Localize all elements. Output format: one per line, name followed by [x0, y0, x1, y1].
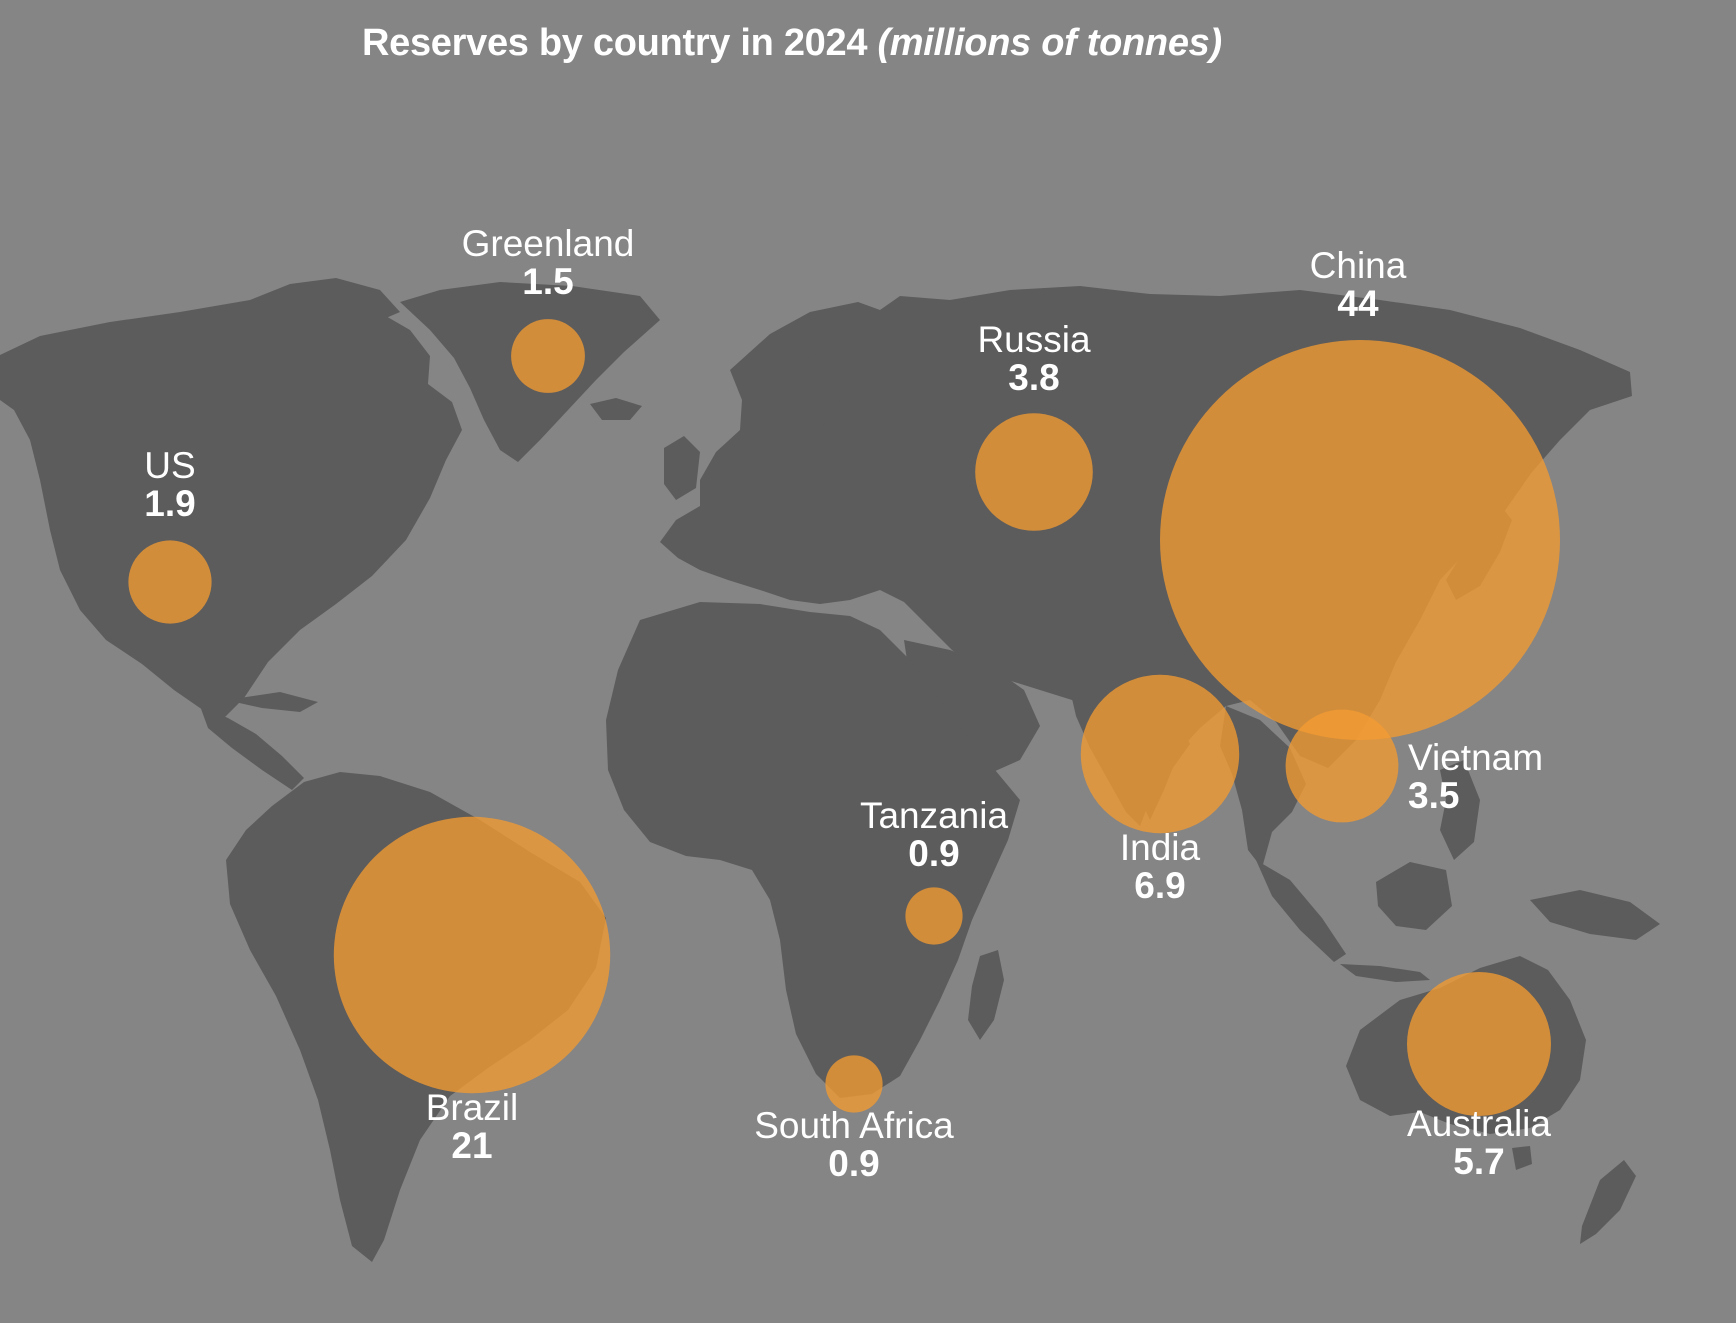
land-sumatra — [1256, 860, 1346, 962]
chart-title-main: Reserves by country in 2024 — [362, 22, 868, 64]
label-country-tanzania: Tanzania — [860, 795, 1009, 836]
label-value-australia: 5.7 — [1453, 1141, 1504, 1182]
land-great-britain — [664, 436, 700, 500]
land-madagascar — [968, 950, 1004, 1040]
bubble-australia — [1407, 972, 1551, 1116]
land-caribbean — [226, 692, 318, 712]
land-indochina — [1220, 706, 1306, 868]
land-africa — [606, 602, 1020, 1098]
bubble-tanzania — [905, 887, 963, 945]
bubble-brazil — [333, 816, 611, 1094]
bubble-china — [1160, 340, 1560, 740]
land-arctic-islands — [250, 278, 400, 324]
land-arabia — [904, 640, 1040, 776]
label-value-vietnam: 3.5 — [1408, 775, 1459, 816]
label-value-tanzania: 0.9 — [908, 833, 959, 874]
label-value-russia: 3.8 — [1008, 357, 1059, 398]
land-iceland — [590, 398, 642, 420]
label-country-south-africa: South Africa — [754, 1105, 954, 1146]
land-new-zealand — [1580, 1160, 1636, 1244]
bubble-us — [128, 540, 212, 624]
land-java — [1340, 964, 1430, 982]
label-value-south-africa: 0.9 — [828, 1143, 879, 1184]
label-value-china: 44 — [1337, 283, 1379, 324]
label-value-greenland: 1.5 — [522, 261, 573, 302]
chart-subtitle: (millions of tonnes) — [877, 22, 1222, 64]
label-country-russia: Russia — [977, 319, 1091, 360]
bubble-vietnam — [1285, 709, 1399, 823]
bubble-russia — [975, 413, 1093, 531]
land-new-guinea — [1530, 890, 1660, 940]
bubble-layer — [128, 319, 1560, 1116]
label-value-us: 1.9 — [144, 483, 195, 524]
label-value-india: 6.9 — [1134, 865, 1185, 906]
label-country-us: US — [144, 445, 195, 486]
land-scandinavia — [740, 352, 848, 468]
land-central-america — [200, 706, 304, 790]
bubble-greenland — [511, 319, 585, 393]
label-country-greenland: Greenland — [462, 223, 635, 264]
label-country-china: China — [1310, 245, 1407, 286]
chart-title: Reserves by country in 2024 (millions of… — [362, 22, 1222, 65]
label-country-vietnam: Vietnam — [1408, 737, 1543, 778]
label-country-australia: Australia — [1407, 1103, 1551, 1144]
label-country-brazil: Brazil — [426, 1087, 519, 1128]
label-value-brazil: 21 — [451, 1125, 492, 1166]
bubble-south-africa — [825, 1055, 883, 1113]
label-country-india: India — [1120, 827, 1201, 868]
land-borneo — [1376, 862, 1452, 930]
land-north-america — [0, 296, 462, 720]
bubble-india — [1080, 674, 1240, 834]
land-philippines — [1440, 760, 1480, 860]
land-tasmania — [1512, 1146, 1532, 1170]
